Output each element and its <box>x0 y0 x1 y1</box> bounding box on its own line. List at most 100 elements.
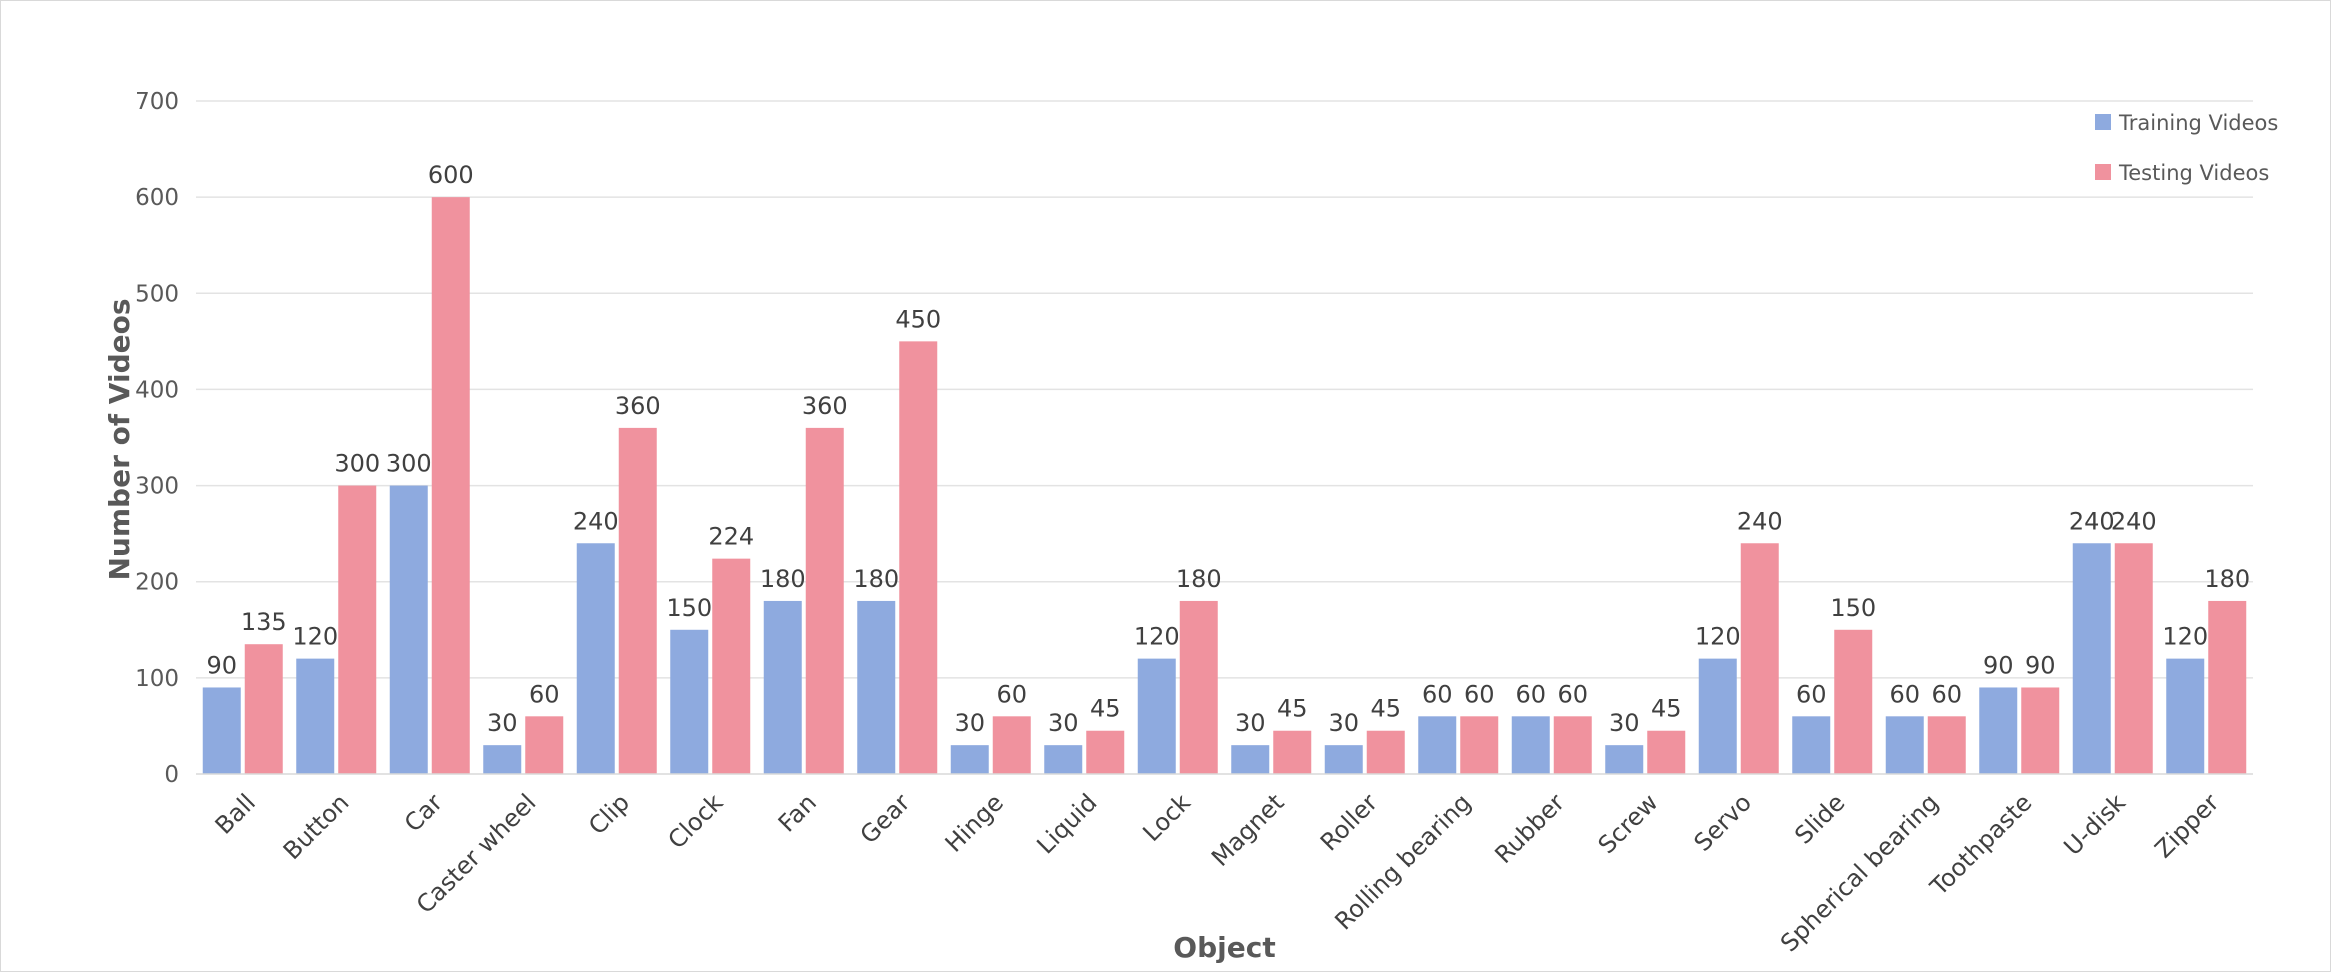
data-label: 45 <box>1370 695 1401 723</box>
bar-testing <box>618 427 657 774</box>
data-label: 60 <box>1464 680 1495 708</box>
bar-testing <box>2021 687 2060 774</box>
bar-testing <box>2114 543 2153 774</box>
data-label: 45 <box>1651 695 1682 723</box>
x-tick-label: Gear <box>855 788 916 849</box>
y-tick-label: 100 <box>135 666 179 692</box>
bar-testing <box>525 716 564 774</box>
data-label: 120 <box>1695 623 1741 651</box>
bar-testing <box>1460 716 1499 774</box>
data-label: 135 <box>241 608 287 636</box>
x-tick-label: Spherical bearing <box>1775 788 1944 957</box>
data-label: 180 <box>760 565 806 593</box>
data-label: 180 <box>853 565 899 593</box>
x-tick-label: Screw <box>1593 788 1664 859</box>
legend-swatch <box>2095 114 2111 130</box>
bar-training <box>1231 745 1270 774</box>
data-label: 60 <box>1557 680 1588 708</box>
y-tick-label: 400 <box>135 377 179 403</box>
legend: Training Videos Testing Videos <box>2095 111 2278 185</box>
bar-testing <box>2208 600 2247 774</box>
bar-training <box>2166 658 2205 774</box>
bar-testing <box>1553 716 1592 774</box>
bar-testing <box>338 485 377 774</box>
bar-testing <box>899 341 938 774</box>
data-label: 120 <box>2162 623 2208 651</box>
bar-training <box>670 629 709 774</box>
data-label: 240 <box>2069 507 2115 535</box>
bar-training <box>1979 687 2018 774</box>
data-label: 90 <box>1983 651 2014 679</box>
data-label: 60 <box>1889 680 1920 708</box>
y-axis-title: Number of Videos <box>103 298 136 580</box>
x-tick-label: Clock <box>663 788 729 854</box>
data-label: 30 <box>1048 709 1079 737</box>
data-label: 30 <box>487 709 518 737</box>
x-tick-label: Clip <box>583 788 635 840</box>
data-label: 60 <box>1422 680 1453 708</box>
bar-testing <box>1179 600 1218 774</box>
bar-testing <box>1834 629 1873 774</box>
data-label: 360 <box>615 392 661 420</box>
bar-training <box>1698 658 1737 774</box>
bars <box>202 197 2247 775</box>
data-label: 60 <box>1515 680 1546 708</box>
bar-training <box>1792 716 1831 774</box>
x-tick-label: Liquid <box>1032 788 1103 859</box>
data-label: 150 <box>666 594 712 622</box>
x-tick-label: Magnet <box>1206 788 1289 871</box>
data-label: 600 <box>428 161 474 189</box>
bar-training <box>1324 745 1363 774</box>
x-tick-label: Toothpaste <box>1924 788 2037 901</box>
bar-training <box>296 658 335 774</box>
bar-training <box>1605 745 1644 774</box>
bar-testing <box>1647 730 1686 774</box>
bar-testing <box>712 558 751 774</box>
bar-training <box>483 745 522 774</box>
data-label: 180 <box>2204 565 2250 593</box>
x-tick-label: U-disk <box>2058 788 2131 861</box>
bar-training <box>576 543 615 774</box>
x-tick-label: Rubber <box>1489 788 1570 869</box>
bar-testing <box>1927 716 1966 774</box>
data-label: 90 <box>2025 651 2056 679</box>
bar-training <box>389 485 428 774</box>
x-tick-label: Servo <box>1689 788 1757 856</box>
bar-training <box>857 600 896 774</box>
bar-testing <box>244 644 283 774</box>
data-label: 240 <box>573 507 619 535</box>
y-tick-label: 700 <box>135 89 179 115</box>
bar-training <box>2072 543 2111 774</box>
bar-testing <box>992 716 1031 774</box>
bar-testing <box>1366 730 1405 774</box>
data-label: 300 <box>334 450 380 478</box>
bar-training <box>950 745 989 774</box>
y-tick-label: 300 <box>135 474 179 500</box>
x-tick-label: Hinge <box>940 788 1009 857</box>
x-tick-label: Lock <box>1137 788 1196 847</box>
x-tick-label: Fan <box>773 788 822 837</box>
data-label: 30 <box>1609 709 1640 737</box>
data-label: 45 <box>1277 695 1308 723</box>
data-label: 60 <box>1931 680 1962 708</box>
data-label: 30 <box>1235 709 1266 737</box>
data-label: 90 <box>206 651 237 679</box>
bar-testing <box>1086 730 1125 774</box>
bar-testing <box>431 197 470 775</box>
y-tick-label: 0 <box>164 762 179 788</box>
data-label: 150 <box>1830 594 1876 622</box>
y-axis-ticks: 0 100 200 300 400 500 600 700 <box>135 89 179 788</box>
data-label: 240 <box>1737 507 1783 535</box>
bar-testing <box>1273 730 1312 774</box>
data-label: 120 <box>1134 623 1180 651</box>
x-tick-label: Roller <box>1315 788 1383 856</box>
x-tick-label: Zipper <box>2149 788 2224 863</box>
bar-testing <box>805 427 844 774</box>
y-tick-label: 200 <box>135 570 179 596</box>
x-tick-label: Car <box>399 788 448 837</box>
legend-swatch <box>2095 164 2111 180</box>
y-tick-label: 500 <box>135 281 179 307</box>
data-label: 45 <box>1090 695 1121 723</box>
gridlines <box>196 100 2253 679</box>
